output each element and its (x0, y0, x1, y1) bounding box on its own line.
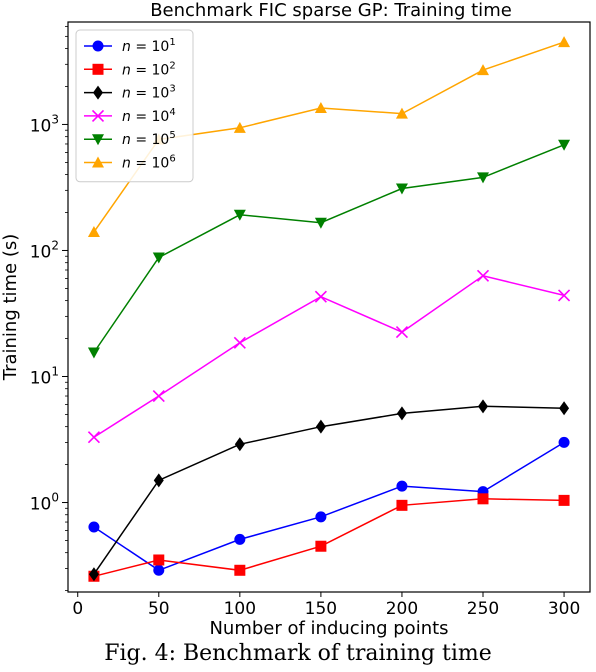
legend-label: n = 106 (122, 154, 176, 172)
data-point (87, 431, 101, 444)
legend-item: n = 102 (84, 60, 176, 78)
data-point (477, 64, 490, 76)
legend-box (75, 29, 194, 183)
data-point (478, 399, 489, 414)
data-point (314, 290, 327, 303)
data-point (315, 419, 326, 434)
legend-marker (92, 40, 104, 52)
data-point (153, 564, 165, 576)
data-point (557, 289, 571, 302)
series-line (93, 274, 565, 438)
data-point (233, 209, 246, 221)
data-point (87, 347, 100, 359)
data-point (87, 226, 100, 238)
x-tick-label: 250 (467, 599, 499, 619)
series-n-10-1 (88, 436, 570, 576)
x-axis-label: Number of inducing points (209, 618, 448, 639)
legend-marker (91, 109, 105, 122)
y-tick-label: 102 (30, 238, 59, 262)
figure-caption: Fig. 4: Benchmark of training time (104, 641, 492, 666)
legend-item: n = 101 (84, 37, 176, 55)
x-tick-label: 100 (224, 599, 256, 619)
x-tick-label: 150 (305, 599, 337, 619)
data-point (477, 493, 489, 505)
y-tick-label: 100 (30, 491, 59, 515)
data-point (395, 183, 408, 195)
data-point (314, 217, 327, 229)
legend-item: n = 105 (84, 130, 176, 148)
x-tick-label: 0 (72, 599, 83, 619)
data-point (395, 107, 408, 119)
chart-title: Benchmark FIC sparse GP: Training time (150, 0, 512, 21)
data-point (88, 567, 99, 582)
data-point (396, 499, 408, 511)
legend-label: n = 102 (122, 60, 176, 78)
data-point (477, 172, 490, 184)
data-point (558, 36, 571, 48)
data-point (314, 102, 327, 114)
data-point (153, 554, 165, 566)
legend-marker (92, 156, 104, 168)
legend-item: n = 104 (84, 107, 176, 125)
data-point (558, 436, 570, 448)
legend-marker (93, 85, 103, 100)
legend-label: n = 101 (122, 37, 176, 55)
y-axis-label: Training time (s) (0, 234, 21, 382)
data-point (234, 437, 245, 452)
legend-item: n = 103 (84, 84, 176, 102)
data-point (234, 564, 246, 576)
data-point (315, 511, 327, 523)
data-point (153, 473, 164, 488)
data-point (476, 269, 490, 282)
data-point (396, 406, 407, 421)
legend-label: n = 105 (122, 130, 176, 148)
plot-area (87, 36, 571, 582)
data-point (315, 540, 327, 552)
axes-frame (67, 21, 591, 593)
data-point (88, 521, 100, 533)
y-tick-label: 103 (30, 112, 59, 136)
data-point (234, 533, 246, 545)
x-tick-label: 50 (148, 599, 170, 619)
data-point (396, 480, 408, 492)
data-point (559, 401, 570, 416)
legend-label: n = 103 (122, 84, 176, 102)
legend-marker (92, 63, 104, 75)
legend-item: n = 106 (84, 154, 176, 172)
y-tick-label: 101 (30, 365, 59, 389)
series-n-10-3 (88, 399, 570, 582)
data-point (558, 139, 571, 151)
series-line (93, 441, 565, 572)
data-point (152, 252, 165, 264)
data-point (233, 336, 246, 349)
series-n-10-5 (87, 139, 571, 359)
legend-label: n = 104 (122, 107, 176, 125)
training-time-chart: Benchmark FIC sparse GP: Training time 0… (0, 0, 591, 639)
x-tick-label: 200 (386, 599, 418, 619)
x-tick-label: 300 (548, 599, 580, 619)
series-n-10-4 (87, 269, 571, 444)
series-line (93, 405, 565, 575)
legend: n = 101 n = 102 n = 103 n = 104 n = 105 n = 1… (75, 29, 194, 183)
data-point (558, 494, 570, 506)
data-point (395, 326, 409, 339)
data-point (233, 121, 246, 133)
data-point (152, 389, 165, 403)
legend-marker (92, 134, 104, 146)
series-line (93, 498, 565, 578)
